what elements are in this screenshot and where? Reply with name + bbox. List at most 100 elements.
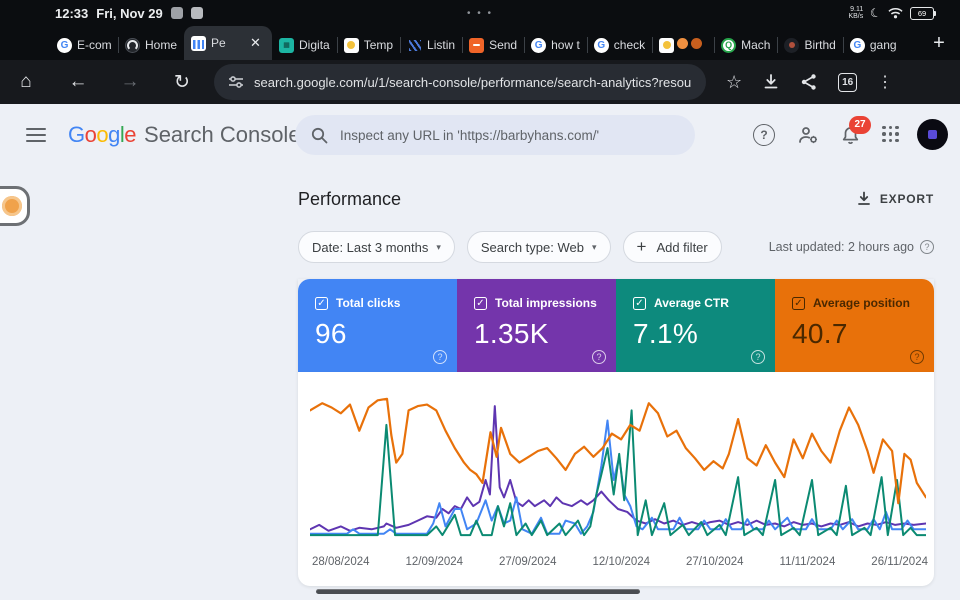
notifications-bell[interactable]: 27: [841, 115, 871, 145]
tab-favicon: [407, 38, 422, 53]
browser-tab[interactable]: Send: [462, 30, 524, 60]
home-icon[interactable]: ⌂: [20, 71, 32, 92]
x-axis-tick-label: 12/10/2024: [592, 556, 651, 568]
tab-favicon: G: [57, 37, 72, 53]
card-help-icon[interactable]: ?: [910, 350, 924, 364]
google-logo: Google: [68, 121, 137, 147]
add-filter-button[interactable]: + Add filter: [622, 231, 722, 263]
tab-title: Home: [145, 38, 178, 52]
browser-tab[interactable]: Home: [118, 30, 184, 60]
filter-row: Date: Last 3 months ▾ Search type: Web ▾ + Ad…: [298, 231, 934, 263]
card-value: 40.7: [792, 318, 848, 349]
tab-title: Birthd: [804, 38, 836, 52]
bookmark-icon[interactable]: ☆: [726, 71, 743, 92]
account-avatar[interactable]: [917, 119, 948, 150]
tab-favicon: G: [849, 37, 865, 53]
site-settings-icon[interactable]: [228, 75, 244, 89]
metric-card[interactable]: ✓ Average position 40.7?: [775, 279, 934, 372]
help-icon[interactable]: ?: [753, 123, 775, 146]
metric-card[interactable]: ✓ Total impressions 1.35K?: [457, 279, 616, 372]
download-icon[interactable]: [762, 73, 780, 91]
metric-cards: ✓ Total clicks 96? ✓ Total impressions 1.35K?…: [298, 279, 934, 372]
filter-chip-label: Search type: Web: [480, 239, 584, 255]
tab-title: Send: [489, 38, 518, 52]
x-axis-tick-label: 27/09/2024: [499, 556, 557, 568]
card-help-icon[interactable]: ?: [751, 350, 765, 364]
browser-tab[interactable]: [652, 30, 714, 60]
url-inspect-search[interactable]: Inspect any URL in 'https://barbyhans.co…: [295, 115, 695, 155]
hamburger-menu-icon[interactable]: [26, 127, 46, 142]
filter-chip[interactable]: Date: Last 3 months ▾: [298, 231, 455, 263]
card-checkbox[interactable]: ✓: [792, 296, 805, 310]
browser-tab[interactable]: G E-com: [50, 30, 118, 60]
tab-title: Temp: [363, 38, 394, 52]
tab-favicon: ▦: [279, 37, 295, 53]
x-axis-tick-label: 26/11/2024: [871, 556, 928, 568]
url-text[interactable]: search.google.com/u/1/search-console/per…: [254, 74, 692, 90]
battery-icon: 69: [910, 6, 936, 20]
network-speed: 9.11 KB/s: [848, 6, 864, 20]
metric-card[interactable]: ✓ Total clicks 96?: [298, 279, 457, 372]
tab-favicon: [125, 37, 140, 53]
google-apps-grid-icon[interactable]: [882, 125, 900, 144]
new-tab-button[interactable]: +: [933, 31, 945, 54]
tab-favicon: [191, 35, 207, 51]
notification-icon: [190, 7, 203, 19]
filter-chip[interactable]: Search type: Web ▾: [466, 231, 611, 263]
card-help-icon[interactable]: ?: [592, 350, 606, 364]
tab-title: E-com: [77, 38, 111, 52]
export-download-icon: [857, 191, 870, 205]
browser-menu-icon[interactable]: ⋮: [877, 74, 894, 91]
card-help-icon[interactable]: ?: [433, 350, 447, 364]
card-checkbox[interactable]: ✓: [315, 296, 328, 310]
search-placeholder: Inspect any URL in 'https://barbyhans.co…: [340, 127, 600, 143]
browser-tab[interactable]: Q Mach: [714, 30, 777, 60]
card-checkbox[interactable]: ✓: [474, 296, 487, 310]
tab-title: Digita: [299, 38, 330, 52]
browser-tab[interactable]: ▦ Digita: [272, 30, 337, 60]
tab-favicon: [343, 37, 359, 53]
reload-icon[interactable]: ↻: [174, 71, 190, 93]
tab-close-icon[interactable]: ✕: [250, 35, 261, 50]
export-button[interactable]: EXPORT: [856, 191, 934, 207]
browser-tab[interactable]: Temp: [336, 30, 400, 60]
clock: 12:33: [55, 5, 89, 21]
browser-tab-active[interactable]: Pe ✕: [184, 26, 273, 60]
gsc-header: Google Search Console Inspect any URL in…: [0, 104, 960, 165]
tab-favicon: Q: [721, 37, 737, 53]
horizontal-scrollbar[interactable]: [316, 589, 640, 594]
performance-chart-panel: 28/08/2024 12/09/2024 27/09/2024 12/10/2024…: [298, 372, 934, 586]
card-label: Average position: [813, 296, 910, 310]
performance-line-chart[interactable]: [310, 386, 926, 546]
main-content: Performance EXPORT Date: Last 3 months ▾ S…: [298, 165, 934, 586]
back-icon[interactable]: ←: [68, 71, 88, 92]
card-value: 1.35K: [474, 318, 549, 349]
tab-title: Listin: [427, 38, 456, 52]
last-updated-help-icon[interactable]: ?: [920, 240, 934, 254]
card-label: Total impressions: [495, 296, 597, 310]
url-bar[interactable]: search.google.com/u/1/search-console/per…: [214, 64, 706, 100]
metric-card[interactable]: ✓ Average CTR 7.1%?: [616, 279, 775, 372]
chart-x-axis: 28/08/2024 12/09/2024 27/09/2024 12/10/2024…: [312, 556, 928, 568]
card-checkbox[interactable]: ✓: [633, 296, 646, 310]
browser-nav-bar: ⌂ ← → ↻ search.google.com/u/1/search-con…: [0, 60, 960, 104]
x-axis-tick-label: 12/09/2024: [405, 556, 464, 568]
card-label: Total clicks: [336, 296, 401, 310]
user-settings-icon[interactable]: [797, 125, 819, 145]
browser-tab[interactable]: Listin: [400, 30, 462, 60]
x-axis-tick-label: 11/11/2024: [779, 556, 836, 568]
browser-tab[interactable]: Birthd: [777, 30, 842, 60]
floating-overlay-bubble[interactable]: [0, 186, 30, 226]
status-date: Fri, Nov 29: [96, 5, 163, 21]
page-title: Performance: [298, 188, 402, 209]
tab-favicon: [659, 37, 703, 53]
tab-count-button[interactable]: 16: [838, 72, 858, 92]
forward-icon[interactable]: →: [120, 71, 140, 92]
share-icon[interactable]: [800, 73, 818, 91]
tab-title: check: [613, 38, 646, 52]
